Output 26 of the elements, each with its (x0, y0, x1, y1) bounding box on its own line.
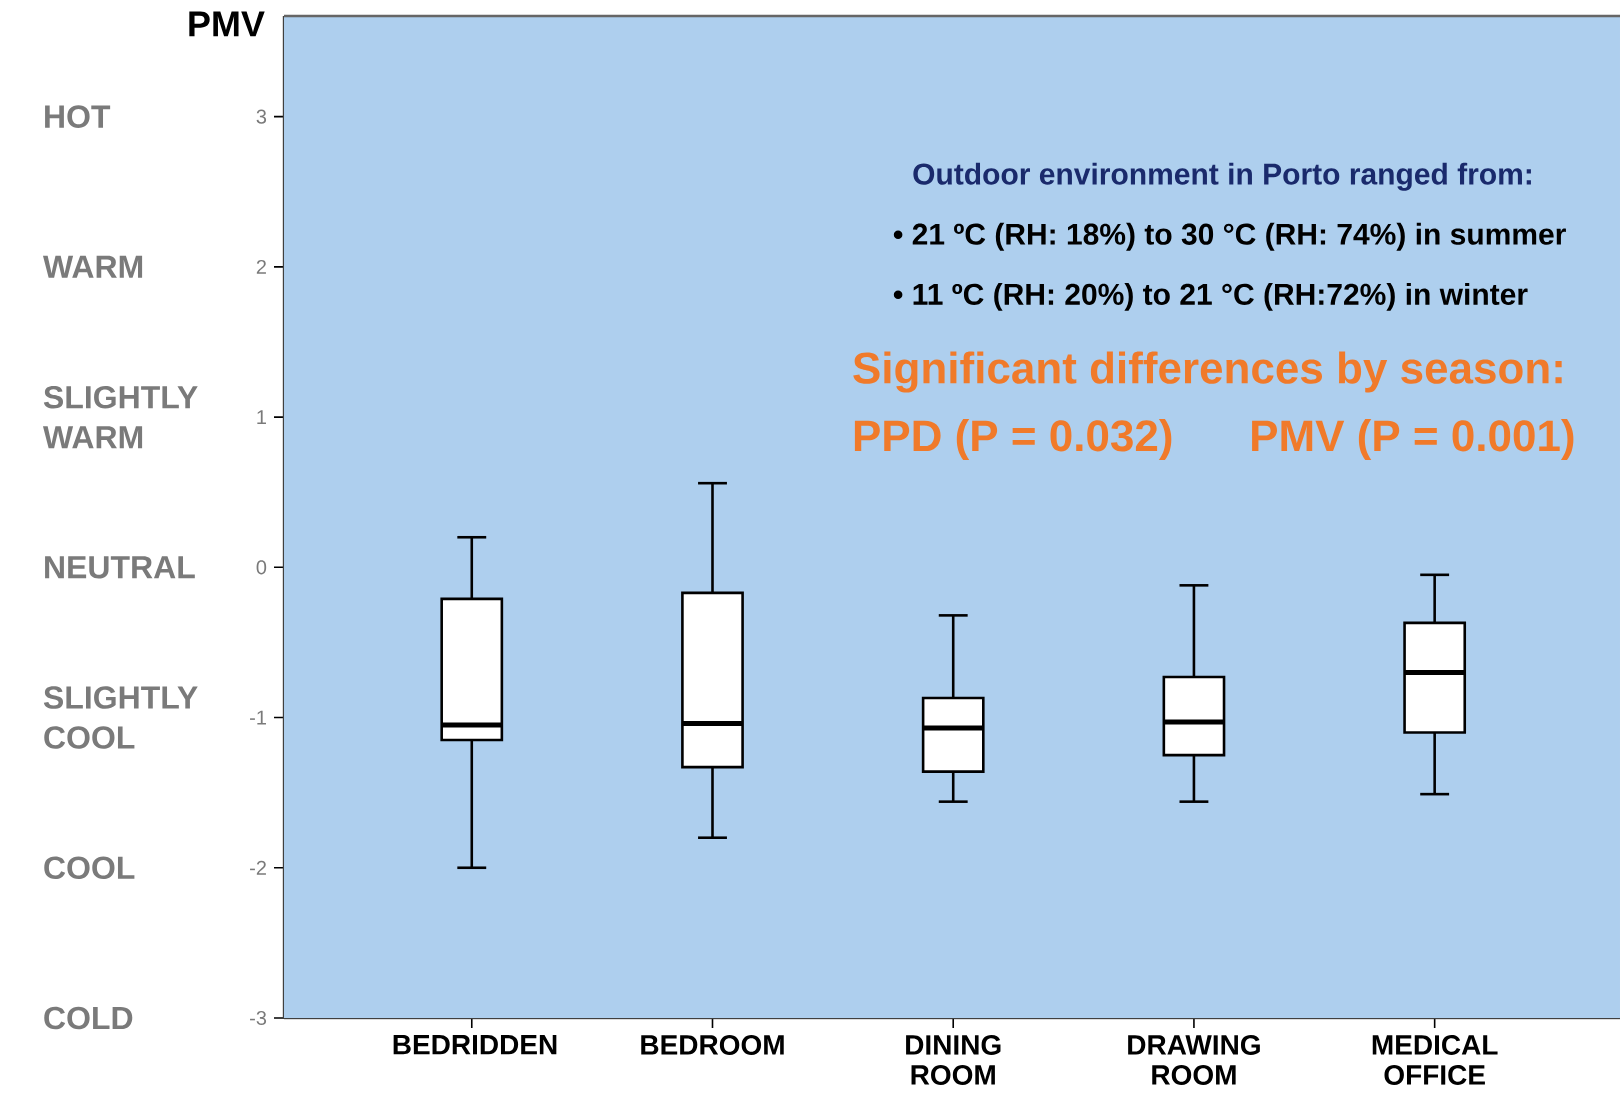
x-tick-label: DRAWING ROOM (1128, 1035, 1260, 1085)
text: SLIGHTLY COOL (43, 686, 198, 749)
x-tick-label: MEDICAL OFFICE (1372, 1035, 1498, 1085)
text: SLIGHTLY WARM (42, 385, 198, 449)
y-tick-label: 3 (256, 109, 267, 124)
annotation: PPD (P = 0.032) (854, 419, 1172, 461)
text: WARM (42, 255, 143, 278)
annotation: Outdoor environment in Porto ranged from: (913, 162, 1531, 191)
text: NEUTRAL (45, 556, 195, 579)
annotation: PMV (P = 0.001) (1252, 419, 1574, 461)
y-tick-label: -1 (250, 710, 266, 725)
x-tick-label: BEDROOM (641, 1035, 784, 1055)
text: HOT (45, 105, 111, 128)
annotation: Significant differences by season: (853, 351, 1562, 393)
x-tick-label: BEDRIDDEN (393, 1035, 557, 1055)
text: COLD (44, 1006, 133, 1030)
annotation: • 21 ºC (RH: 18%) to 30 °C (RH: 74%) in summer (893, 222, 1566, 251)
y-tick-label: -2 (250, 860, 266, 875)
x-tick-label: DINING ROOM (906, 1035, 1001, 1085)
y-tick-label: 2 (256, 259, 266, 274)
y-axis-title: PMV (189, 11, 265, 37)
y-tick-label: 1 (257, 410, 266, 424)
y-tick-label: 0 (256, 560, 267, 575)
text: COOL (44, 856, 135, 880)
y-tick-label: -3 (250, 1010, 267, 1026)
annotation: • 11 ºC (RH: 20%) to 21 °C (RH:72%) in winter (893, 282, 1528, 311)
